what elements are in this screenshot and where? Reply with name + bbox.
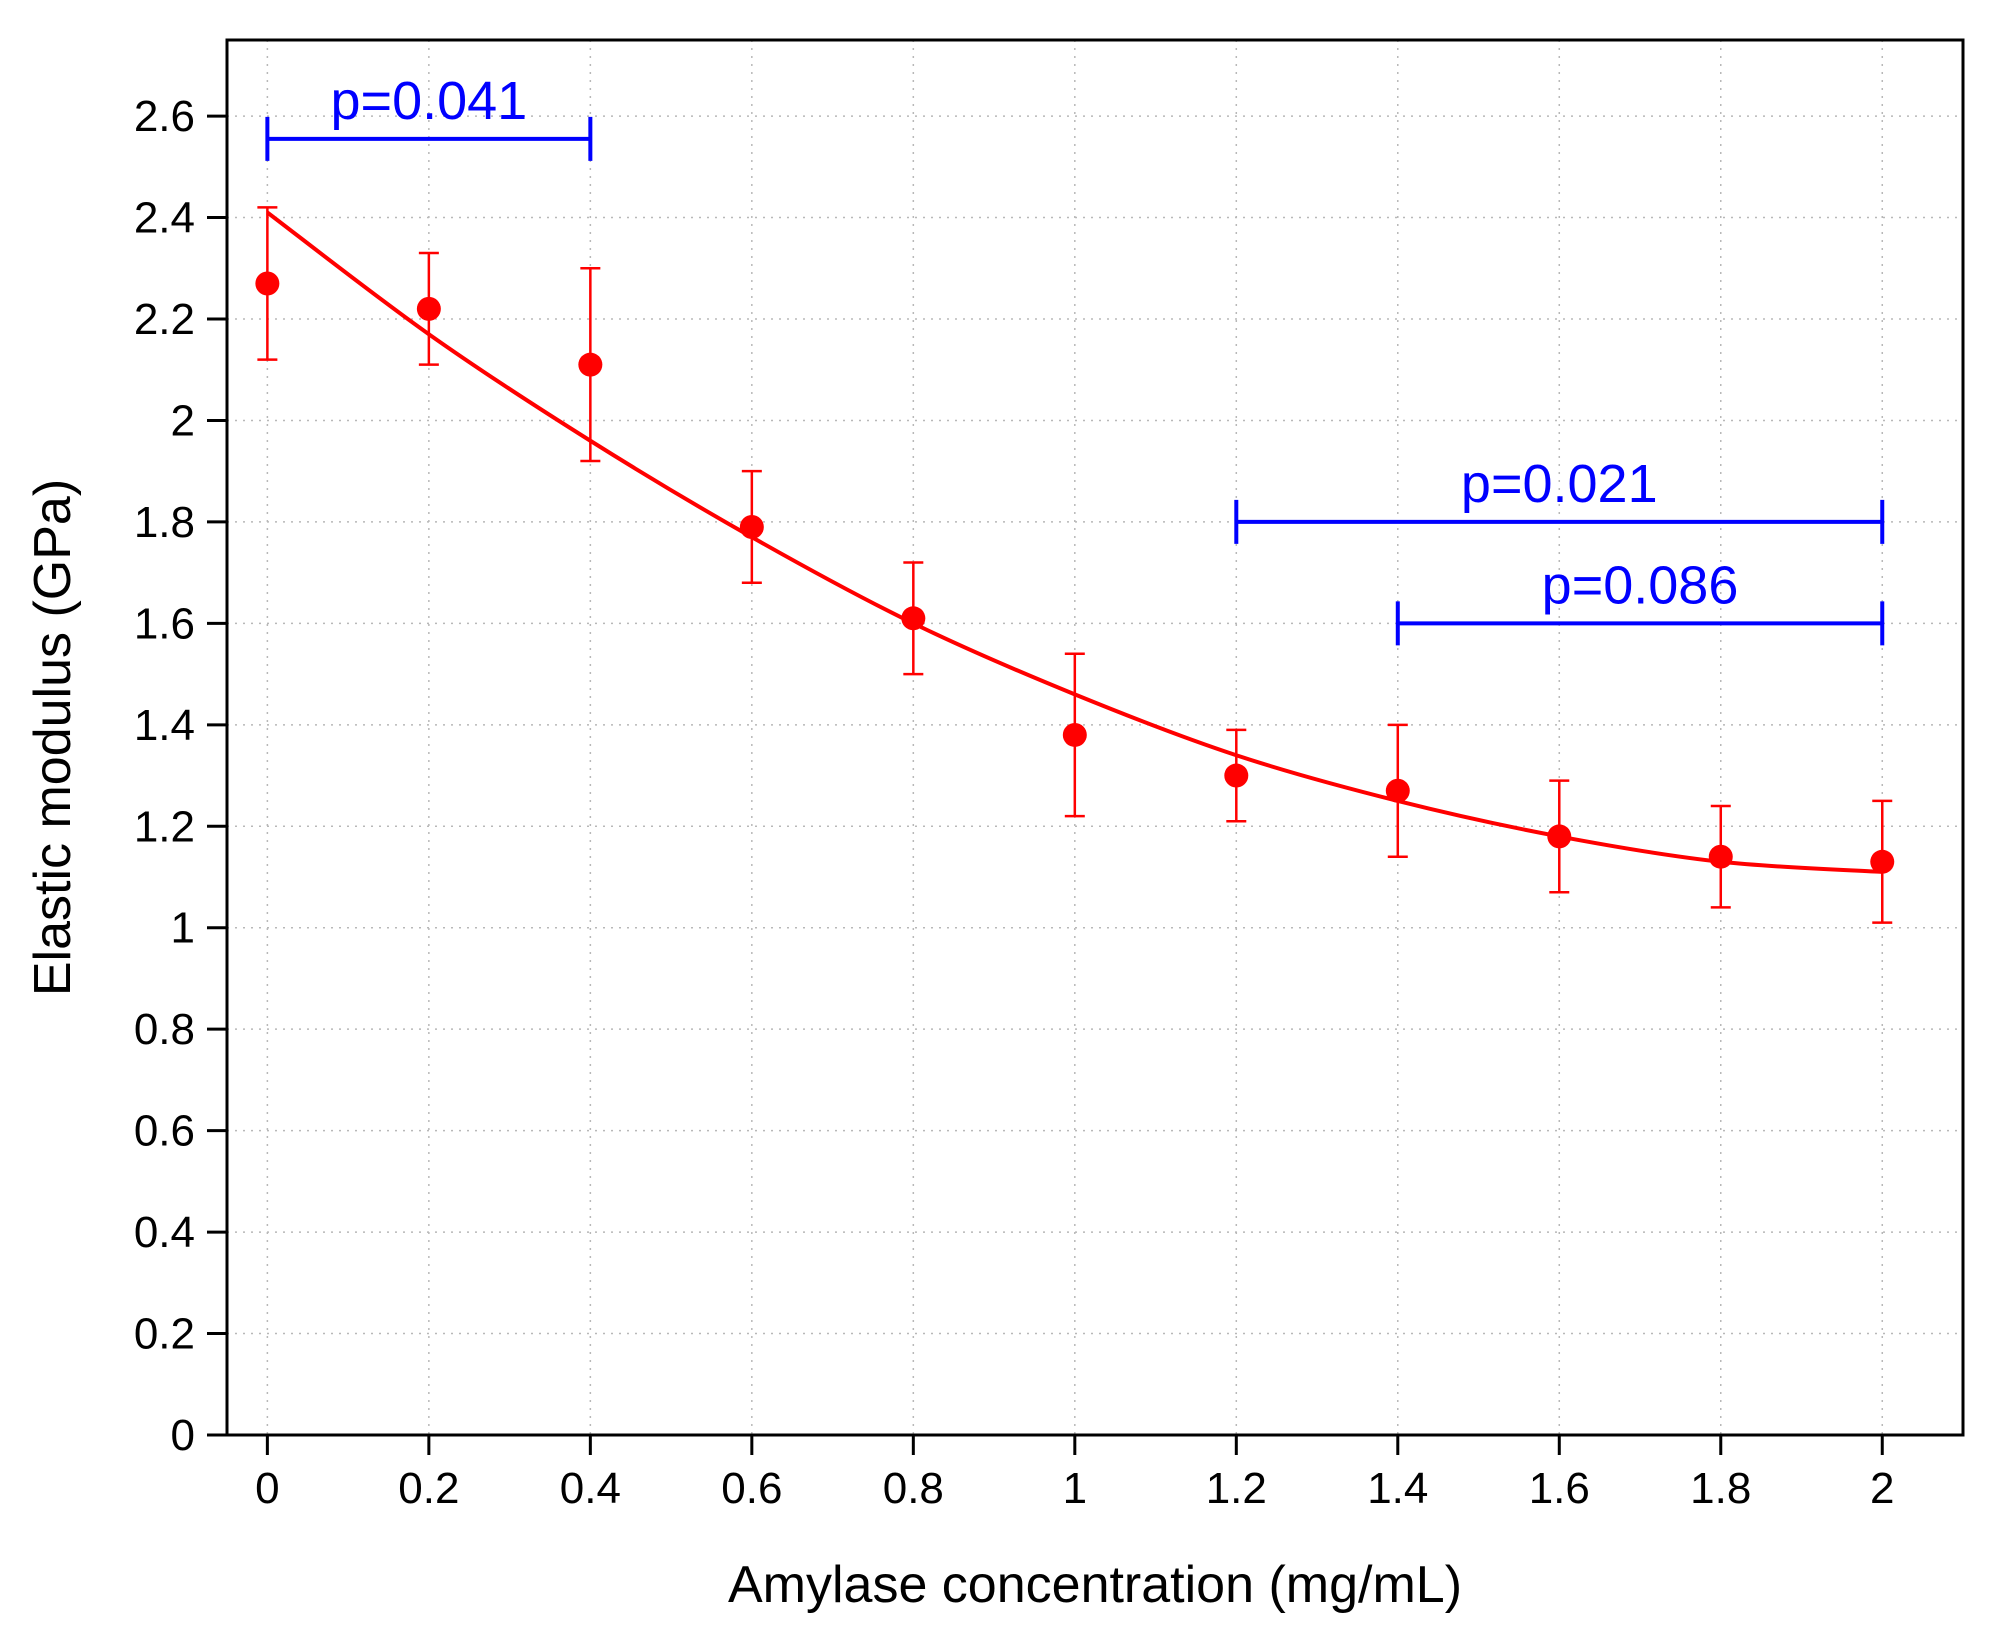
annotations: p=0.041 p=0.021 p=0.086	[265, 71, 1885, 646]
x-tick-label: 0.4	[560, 1464, 621, 1513]
x-tick-label: 0.6	[721, 1464, 782, 1513]
x-tick-label: 0	[255, 1464, 279, 1513]
plot-frame	[225, 38, 1965, 1437]
data-point	[901, 606, 926, 631]
fit-curve-layer	[266, 210, 1883, 874]
y-tick-label: 1.6	[134, 599, 195, 648]
data-point	[1385, 778, 1410, 803]
data-point	[1870, 849, 1895, 874]
y-tick-label: 0.8	[134, 1005, 195, 1054]
x-tick-label: 1	[1063, 1464, 1087, 1513]
y-axis-title: Elastic modulus (GPa)	[24, 479, 82, 996]
y-tick-label: 2.6	[134, 92, 195, 141]
fit-curve	[266, 210, 1883, 874]
y-tick-label: 0.4	[134, 1208, 195, 1257]
y-tick-label: 1.4	[134, 701, 195, 750]
data-point	[739, 514, 764, 539]
p-value-label: p=0.086	[1542, 555, 1739, 615]
data-point	[1224, 763, 1249, 788]
y-tick-label: 0.2	[134, 1310, 195, 1359]
x-tick-label: 0.8	[883, 1464, 944, 1513]
y-tick-label: 1	[171, 904, 195, 953]
y-tick-label: 2.2	[134, 295, 195, 344]
x-tick-label: 1.6	[1529, 1464, 1590, 1513]
p-value-label: p=0.021	[1461, 454, 1658, 514]
data-point	[1062, 722, 1087, 747]
x-tick-label: 1.8	[1690, 1464, 1751, 1513]
x-tick-label: 1.2	[1206, 1464, 1267, 1513]
x-tick-label: 0.2	[398, 1464, 459, 1513]
data-point	[416, 296, 441, 321]
data-point	[578, 352, 603, 377]
x-tick-label: 2	[1870, 1464, 1894, 1513]
y-tick-label: 1.8	[134, 498, 195, 547]
data-point	[1547, 824, 1572, 849]
p-value-label: p=0.041	[331, 71, 528, 131]
x-axis-title: Amylase concentration (mg/mL)	[728, 1556, 1462, 1614]
x-tick-label: 1.4	[1367, 1464, 1428, 1513]
data-point	[1708, 844, 1733, 869]
y-tick-label: 2	[171, 396, 195, 445]
y-tick-label: 0.6	[134, 1107, 195, 1156]
axis-ticks: 0 0.2 0.4 0.6 0.8 1 1.2 1.4 1.6 1.8 2 0 0.2 0.4 0.6 0.8…	[134, 92, 1895, 1513]
y-tick-label: 0	[171, 1411, 195, 1460]
y-tick-label: 2.4	[134, 194, 195, 243]
gridlines	[227, 40, 1963, 1435]
y-tick-label: 1.2	[134, 802, 195, 851]
data-point	[255, 271, 280, 296]
data-series	[255, 206, 1895, 924]
